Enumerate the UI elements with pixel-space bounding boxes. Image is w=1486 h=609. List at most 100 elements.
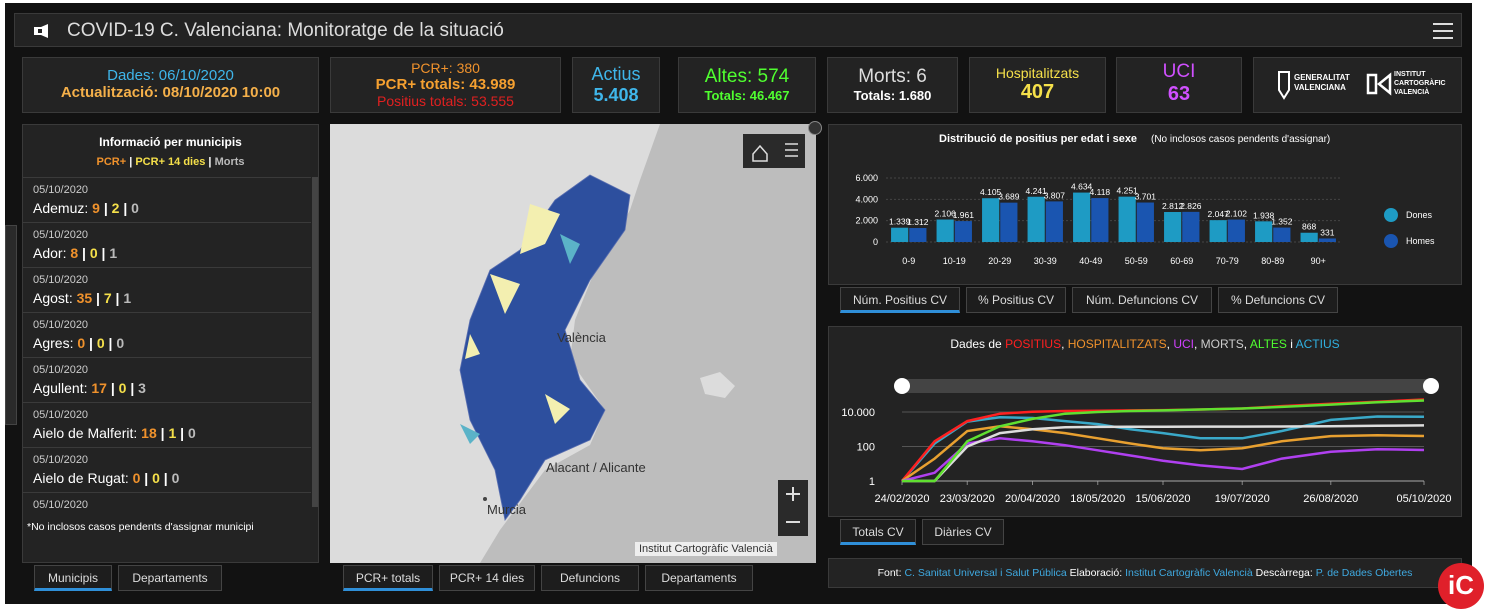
value-label: 4.634 [1071,182,1093,192]
x-tick-label: 20-29 [988,256,1011,266]
item-value: 9 [92,200,100,216]
municipality-item[interactable]: 05/10/2020 Aielo de Malferit1810 [23,402,311,448]
home-button[interactable] [752,144,768,162]
municipality-item[interactable]: 05/10/2020Agres000 [23,312,311,358]
region [459,174,631,521]
bar [982,198,1000,242]
tab[interactable]: Municipis [34,565,112,591]
bar [909,228,927,242]
hospitalized-label: Hospitalitzats [995,65,1080,81]
logos-box: GENERALITAT VALENCIANA INSTITUT CARTOGRÀ… [1253,57,1462,113]
x-tick-label: 80-89 [1261,256,1284,266]
menu-button[interactable] [1433,22,1453,40]
expand-button[interactable] [808,121,822,135]
municipality-item[interactable]: 05/10/2020 Agost3571 [23,267,311,313]
active-box: Actius 5.408 [572,57,660,113]
item-value: 17 [91,380,107,396]
map [330,124,808,563]
legend-item: PCR+ [96,156,127,168]
value-label: 4.241 [1026,186,1048,196]
deaths-label: Morts: 6 [858,66,927,87]
tab[interactable]: Diàries CV [922,519,1004,545]
zoom-in[interactable] [786,487,800,501]
item-value: 0 [140,470,160,486]
x-tick-label: 18/05/2020 [1070,493,1125,505]
tab[interactable]: Departaments [118,565,222,591]
series-line [901,415,1425,482]
tab[interactable]: PCR+ totals [343,565,433,591]
tab[interactable]: % Defuncions CV [1218,287,1338,313]
tab[interactable]: Núm. Positius CV [840,287,960,313]
value-label: 4.105 [980,187,1002,197]
bar [1045,201,1063,242]
text-run: C. Sanitat Universal i Salut Pública [904,567,1067,579]
map-tabs: PCR+ totals PCR+ 14 dies Defuncions Departa… [343,565,753,591]
text-run: Institut Cartogràfic Valencià [1125,567,1253,579]
municipalities-title: Informació per municipis [99,135,242,149]
item-value: 3 [126,380,146,396]
item-name: Aielo de Malferit [33,425,141,441]
item-date: 05/10/2020 [33,319,89,331]
value-label: 3.701 [1135,192,1157,202]
y-tick-label: 4.000 [855,194,878,204]
municipality-item[interactable]: 05/10/2020 Ador801 [23,222,311,268]
item-name: Ademuz [33,200,92,216]
discharges-total: Totals: 46.467 [704,88,790,103]
municipality-item[interactable]: 05/10/2020 [23,492,311,517]
x-tick-label: 23/03/2020 [940,493,995,505]
icu-value: 63 [1167,83,1191,105]
municipalities-tabs: Municipis Departaments [34,565,334,591]
text-run: , [1194,337,1201,351]
municipality-item[interactable]: 05/10/2020 Ademuz920 [23,177,311,223]
item-value: 1 [98,245,118,261]
value-label: 3.807 [1044,190,1066,200]
slider-handle[interactable] [894,378,910,394]
y-tick-label: 2.000 [855,216,878,226]
text-run: ALTES [1249,337,1287,351]
tab[interactable]: Totals CV [840,519,916,545]
icu-box: UCI 63 [1116,57,1242,113]
slider-handle[interactable] [1423,378,1439,394]
value-label: 868 [1302,222,1316,232]
evolution-chart-panel: Dades de POSITIUS, HOSPITALITZATS, UCI, … [828,326,1462,517]
tab[interactable]: Defuncions [541,565,639,591]
chart-subtitle: (No inclosos casos pendents d'assignar) [1151,134,1330,145]
bar [1300,232,1318,242]
scrollbar[interactable] [312,177,318,507]
item-date: 05/10/2020 [33,454,89,466]
municipalities-note: *No inclosos casos pendents d'assignar m… [27,521,254,533]
bar [1000,202,1018,242]
tab[interactable]: PCR+ 14 dies [439,565,535,591]
text-run: HOSPITALITZATS [1067,337,1167,351]
deaths-box: Morts: 6 Totals: 1.680 [827,57,958,113]
time-slider [902,379,1432,393]
tab[interactable]: Núm. Defuncions CV [1072,287,1212,313]
hospitalized-box: Hospitalitzats 407 [969,57,1106,113]
item-name: Ador [33,245,70,261]
series-line [902,424,1425,483]
value-label: 4.118 [1090,187,1111,197]
item-value: 0 [160,470,180,486]
legend-button[interactable] [785,143,798,157]
side-handle[interactable] [5,225,17,425]
map-toolbar [743,134,805,168]
header-icon [34,24,48,38]
item-value: 8 [70,245,79,261]
value-label: 2.826 [1180,201,1202,211]
item-value: 0 [132,470,141,486]
item-name: Aielo de Rugat [33,470,133,486]
x-tick-label: 40-49 [1079,256,1102,266]
municipality-item[interactable]: 05/10/2020 Agullent1703 [23,357,311,403]
tab[interactable]: % Positius CV [966,287,1066,313]
item-name: Agost [33,290,77,306]
value-label: 2.047 [1208,209,1230,219]
gva-text: VALENCIANA [1294,83,1346,92]
legend-marker [1384,234,1398,248]
x-tick-label: 05/10/2020 [1396,493,1451,505]
x-tick-label: 90+ [1311,256,1326,266]
y-tick-label: 6.000 [855,173,878,183]
icv-text: VALENCIÀ [1394,89,1430,96]
tab[interactable]: Departaments [645,565,753,591]
